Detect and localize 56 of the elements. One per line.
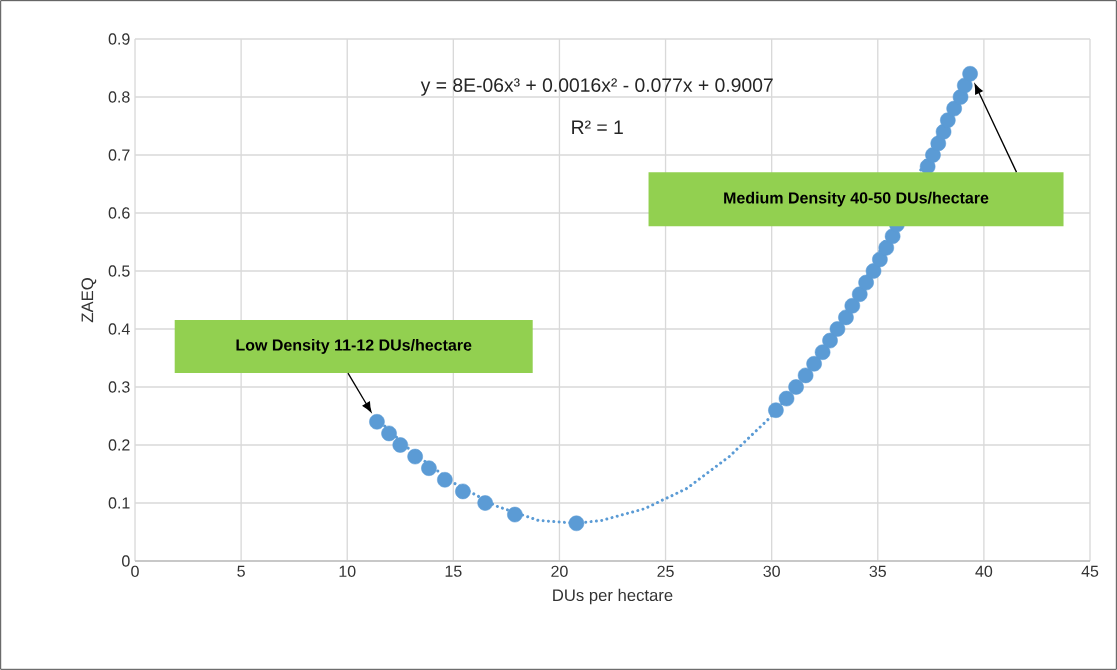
y-tick-label: 0.1 — [108, 497, 130, 509]
annotation: R² = 1 — [572, 120, 623, 134]
y-tick-label: 0.3 — [108, 381, 130, 393]
x-tick-label: 40 — [975, 565, 993, 578]
x-tick-label: 15 — [445, 565, 462, 577]
point — [797, 367, 814, 384]
point — [477, 495, 493, 511]
point — [872, 251, 888, 268]
point — [851, 286, 868, 302]
point — [884, 228, 901, 244]
x-tick-label: 25 — [657, 565, 674, 578]
y-tick-label: 0 — [122, 555, 130, 567]
point — [421, 460, 437, 476]
point — [568, 515, 585, 532]
point — [507, 506, 523, 523]
annotation: Medium Density 40-50 DUs/hectare — [724, 191, 989, 207]
point — [768, 402, 784, 418]
y-tick-label: 0.9 — [108, 33, 130, 45]
x-tick-label: 30 — [763, 565, 780, 578]
point — [946, 100, 962, 117]
annotation: y = 8E-06x³ + 0.0016x² - 0.077x + 0.9007 — [420, 78, 773, 96]
x-tick-label: 45 — [1081, 565, 1099, 577]
y-tick-label: 0.2 — [108, 439, 130, 451]
y-tick-label: 0.7 — [108, 149, 130, 161]
point — [381, 425, 397, 442]
point — [962, 66, 978, 82]
point — [822, 332, 838, 349]
x-tick-label: 0 — [131, 565, 139, 578]
y-tick-label: 0.5 — [108, 265, 130, 277]
point — [829, 321, 846, 337]
point — [407, 448, 423, 465]
point — [455, 483, 471, 500]
point — [369, 414, 385, 430]
x-tick-label: 20 — [551, 565, 568, 578]
y-tick-label: 0.6 — [108, 207, 130, 219]
point — [778, 390, 795, 407]
point — [838, 309, 854, 326]
point — [814, 344, 831, 360]
annotation: Low Density 11-12 DUs/hectare — [236, 339, 472, 354]
x-tick-label: 10 — [339, 565, 356, 578]
y-tick-label: 0.8 — [108, 91, 130, 103]
point — [858, 274, 874, 291]
y-axis-title: ZAEQ — [81, 278, 97, 323]
x-tick-label: 35 — [869, 565, 886, 578]
point — [844, 298, 861, 314]
point — [957, 77, 973, 94]
point — [940, 112, 956, 128]
point — [806, 356, 822, 372]
x-tick-label: 5 — [237, 565, 245, 577]
point — [878, 240, 895, 256]
point — [437, 472, 453, 488]
y-tick-label: 0.4 — [108, 323, 130, 335]
point — [788, 379, 804, 395]
x-axis-title: DUs per hectare — [553, 588, 673, 605]
point — [392, 437, 409, 453]
point — [865, 263, 882, 279]
